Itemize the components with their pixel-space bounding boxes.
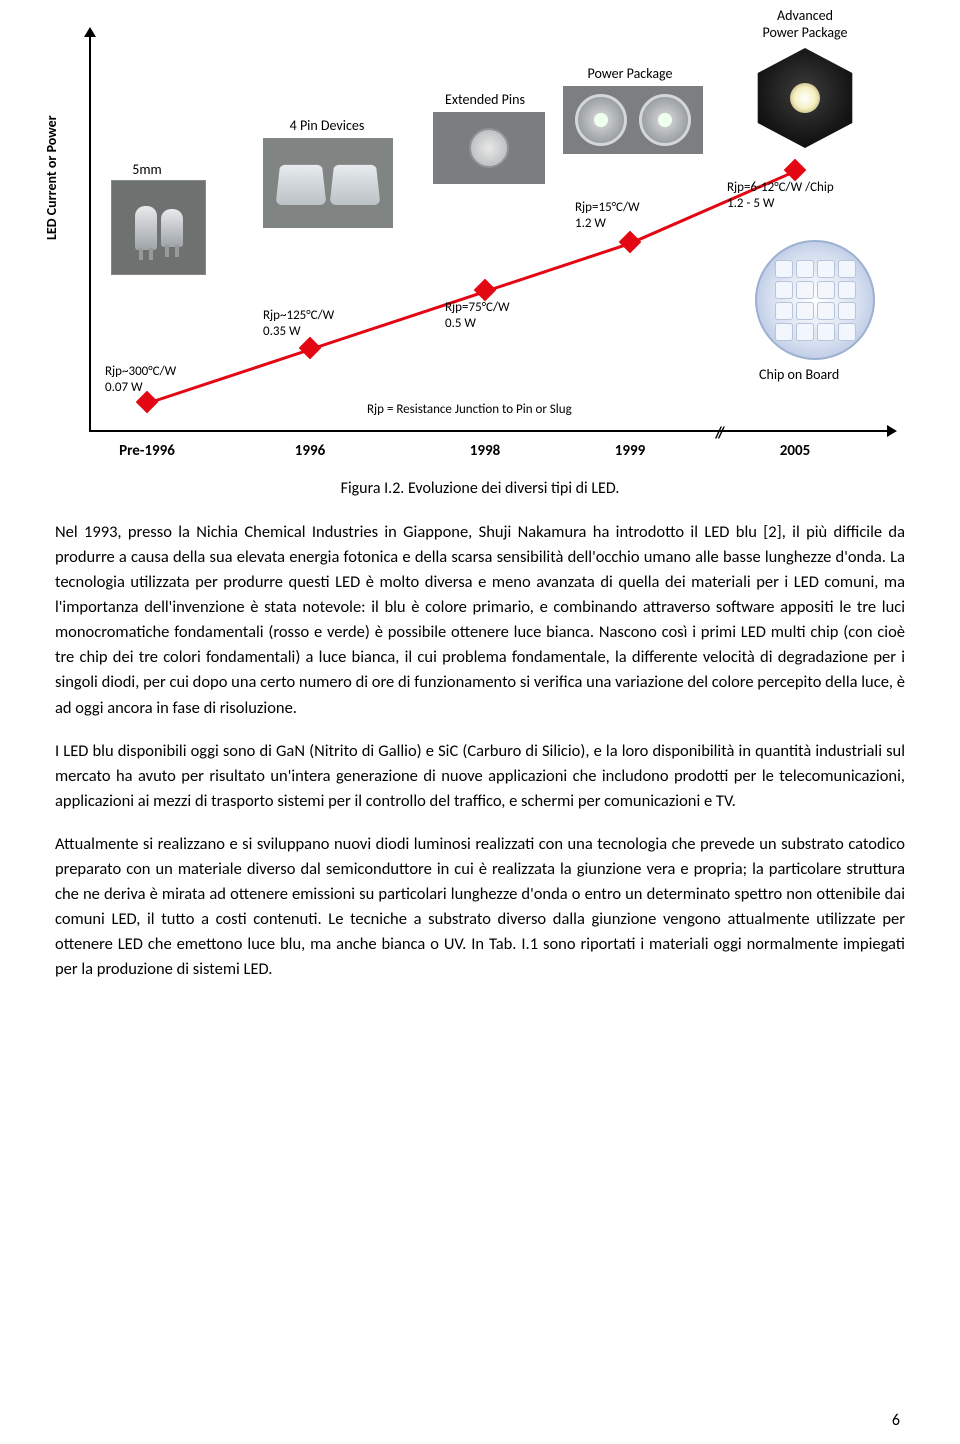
x-axis-break: // (715, 424, 721, 443)
photo-4pin (263, 138, 393, 228)
page-number: 6 (892, 1411, 900, 1430)
top-label-power: Power Package (587, 66, 672, 83)
chip-on-board-label: Chip on Board (759, 366, 839, 384)
chart-marker (474, 279, 497, 302)
photo-advanced (750, 48, 860, 148)
body-paragraph-2: I LED blu disponibili oggi sono di GaN (… (55, 739, 905, 814)
data-label: Rjp~125°C/W 0.35 W (263, 308, 334, 341)
y-axis (89, 35, 91, 430)
top-label-4pin: 4 Pin Devices (290, 118, 365, 135)
top-label-5mm: 5mm (132, 162, 161, 179)
photo-chip-on-board (755, 240, 875, 360)
x-tick: Pre-1996 (119, 442, 175, 460)
data-label: Rjp=6-12°C/W /Chip 1.2 - 5 W (727, 180, 834, 213)
figure-caption: Figura I.2. Evoluzione dei diversi tipi … (55, 479, 905, 498)
body-paragraph-3: Attualmente si realizzano e si sviluppan… (55, 832, 905, 982)
body-paragraph-1: Nel 1993, presso la Nichia Chemical Indu… (55, 520, 905, 721)
top-label-advanced: Advanced Power Package (762, 8, 847, 42)
photo-5mm (111, 180, 206, 275)
data-label: Rjp=15°C/W 1.2 W (575, 200, 640, 233)
chart-line-seg3 (485, 242, 631, 293)
x-tick: 1999 (615, 442, 645, 460)
x-axis (89, 430, 889, 432)
data-label: Rjp=75°C/W 0.5 W (445, 300, 510, 333)
top-label-extended: Extended Pins (445, 92, 525, 109)
x-tick: 2005 (780, 442, 810, 460)
chart-footnote: Rjp = Resistance Junction to Pin or Slug (367, 402, 572, 418)
led-evolution-chart: LED Current or Power // 5mm 4 Pin Device… (55, 10, 905, 465)
data-label: Rjp~300°C/W 0.07 W (105, 364, 176, 397)
chart-marker (784, 159, 807, 182)
x-tick: 1996 (295, 442, 325, 460)
x-tick: 1998 (470, 442, 500, 460)
chart-marker (619, 231, 642, 254)
photo-power (563, 86, 703, 154)
y-axis-label: LED Current or Power (43, 115, 60, 240)
photo-extended (433, 112, 545, 184)
